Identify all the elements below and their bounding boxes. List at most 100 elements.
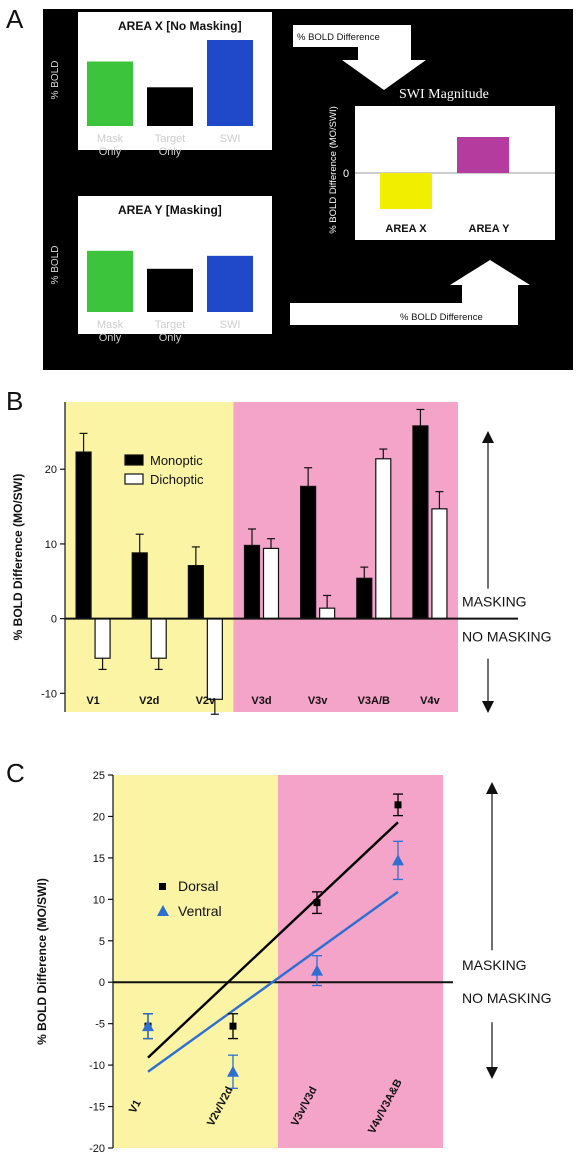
bar-dichoptic — [206, 618, 223, 700]
panel-a-letter: A — [6, 4, 24, 34]
point-dorsal — [229, 1022, 237, 1030]
bar-monoptic — [131, 552, 148, 620]
category-label: AREA Y — [469, 223, 511, 235]
category-label: V2v — [196, 695, 216, 707]
panel-c-letter: C — [6, 758, 25, 788]
bar-dichoptic — [262, 547, 280, 620]
arrow-down: % BOLD Difference — [293, 25, 426, 90]
legend-label: Dichoptic — [150, 472, 204, 487]
y-tick-label: 0 — [99, 977, 105, 989]
legend-label: Monoptic — [150, 453, 203, 468]
y-axis-label: % BOLD Difference (MO/SWI) — [35, 878, 49, 1045]
fit-line-ventral — [147, 890, 399, 1073]
bar-monoptic — [412, 425, 429, 620]
bar-monoptic — [187, 564, 204, 620]
svg-text:% BOLD Difference (MO/SWI): % BOLD Difference (MO/SWI) — [328, 106, 339, 234]
category-label: Only — [159, 146, 182, 158]
point-ventral — [227, 1065, 239, 1077]
category-label: SWI — [220, 133, 241, 145]
point-ventral — [142, 1020, 154, 1032]
bar — [87, 61, 133, 126]
y-tick-label: -5 — [95, 1019, 105, 1031]
swi-magnitude-chart: SWI Magnitude 0 % BOLD Difference (MO/SW… — [328, 87, 555, 240]
panel-b-letter: B — [6, 386, 23, 416]
category-label: Target — [155, 133, 186, 145]
svg-text:% BOLD: % BOLD — [50, 61, 61, 100]
category-label: V3v — [308, 695, 328, 707]
category-label: V3d — [251, 695, 271, 707]
bar-dichoptic — [375, 458, 392, 620]
y-tick-label: -10 — [89, 1060, 105, 1072]
category-label: Mask — [97, 319, 124, 331]
panel-c-chart: -20 -15 -10 -5 0 5 10 15 20 25 % BOLD Difference (… — [35, 770, 551, 1155]
area-x-chart: AREA X [No Masking] % BOLD MaskOnlyTarge… — [50, 12, 272, 158]
bar — [207, 255, 253, 312]
legend-label: Dorsal — [178, 878, 218, 894]
y-tick-label: 0 — [51, 614, 57, 626]
bar — [147, 268, 193, 312]
point-ventral — [392, 854, 404, 866]
bar-dichoptic — [150, 618, 167, 659]
bar-dichoptic — [431, 508, 448, 620]
svg-text:% BOLD Difference: % BOLD Difference — [297, 32, 380, 43]
category-label: V1 — [127, 1098, 144, 1116]
bar-monoptic — [300, 485, 317, 620]
area-y-chart: AREA Y [Masking] % BOLD MaskOnlyTargetOn… — [50, 196, 272, 344]
category-label: V2d — [139, 695, 159, 707]
svg-text:SWI Magnitude: SWI Magnitude — [399, 87, 489, 102]
bar-monoptic — [75, 451, 92, 620]
y-tick-label: 20 — [93, 811, 105, 823]
masking-label: MASKING — [462, 957, 527, 973]
svg-text:0: 0 — [343, 168, 349, 180]
y-tick-label: -15 — [89, 1102, 105, 1114]
category-label: Mask — [97, 133, 124, 145]
legend-marker — [159, 883, 166, 890]
category-label: V1 — [86, 695, 99, 707]
category-label: V4v — [420, 695, 440, 707]
legend-swatch — [124, 454, 144, 466]
point-ventral — [311, 964, 323, 976]
legend-swatch — [124, 473, 144, 485]
category-label: V3A/B — [358, 695, 390, 707]
svg-text:% BOLD: % BOLD — [50, 246, 61, 285]
category-label: Only — [99, 146, 122, 158]
bar-monoptic — [356, 577, 373, 620]
svg-text:AREA X [No Masking]: AREA X [No Masking] — [118, 19, 242, 33]
region — [65, 402, 234, 712]
y-tick-label: -20 — [89, 1143, 105, 1155]
bar — [87, 250, 133, 312]
svg-text:% BOLD Difference: % BOLD Difference — [400, 312, 483, 323]
legend-label: Ventral — [178, 903, 222, 919]
bar-dichoptic — [319, 607, 336, 620]
panel-b-chart: -10 0 10 20 % BOLD Difference (MO/SWI) V1 V2d V… — [11, 402, 551, 715]
point-dorsal — [313, 899, 321, 907]
y-axis-label: % BOLD Difference (MO/SWI) — [11, 474, 25, 641]
arrow-up: % BOLD Difference — [290, 260, 530, 325]
region — [278, 775, 443, 1148]
no-masking-label: NO MASKING — [462, 629, 551, 645]
bar-monoptic — [243, 544, 261, 620]
y-tick-label: 5 — [99, 936, 105, 948]
category-label: Only — [99, 332, 122, 344]
category-label: Only — [159, 332, 182, 344]
category-label: AREA X — [385, 223, 427, 235]
bar-dichoptic — [94, 618, 111, 659]
category-label: SWI — [220, 319, 241, 331]
y-tick-label: 10 — [45, 539, 57, 551]
masking-label: MASKING — [462, 594, 527, 610]
point-dorsal — [394, 801, 402, 809]
region — [113, 775, 278, 1148]
y-tick-label: 10 — [93, 894, 105, 906]
category-label: Target — [155, 319, 186, 331]
no-masking-label: NO MASKING — [462, 990, 551, 1006]
bar — [457, 137, 509, 173]
bar — [147, 87, 193, 126]
bar — [380, 173, 432, 209]
bar — [207, 40, 253, 126]
svg-text:AREA Y [Masking]: AREA Y [Masking] — [118, 203, 222, 217]
y-tick-label: 25 — [93, 770, 105, 782]
y-tick-label: 20 — [45, 464, 57, 476]
fit-line-dorsal — [147, 821, 399, 1059]
y-tick-label: -10 — [41, 688, 57, 700]
